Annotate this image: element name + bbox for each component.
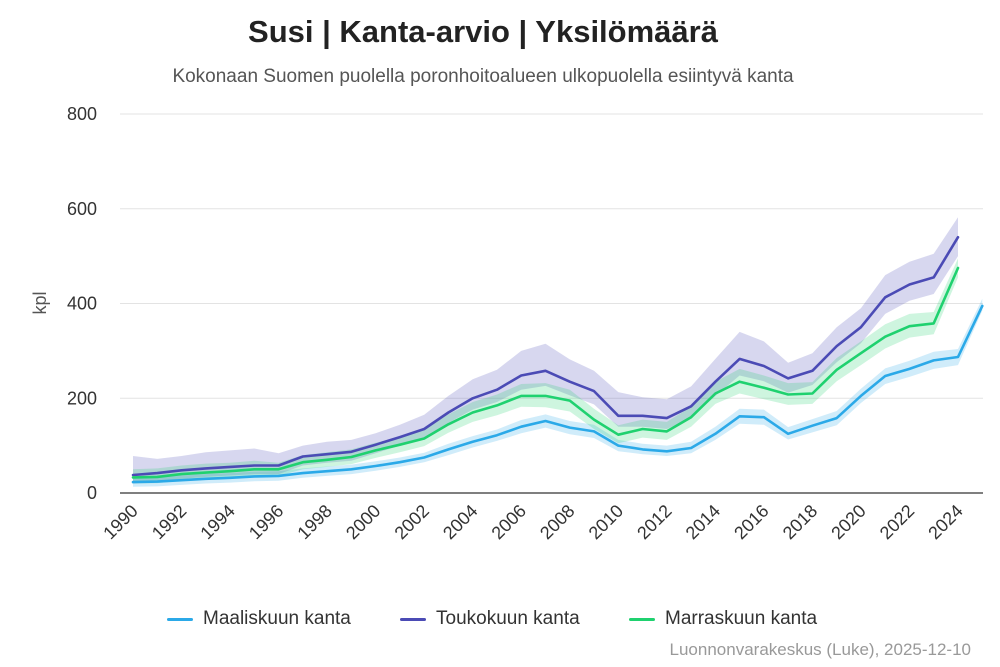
y-axis-label: kpl <box>30 291 50 314</box>
legend-swatch <box>400 617 426 621</box>
x-tick-label: 1994 <box>196 501 238 543</box>
y-tick-label: 400 <box>67 294 97 314</box>
series-line-2[interactable] <box>131 235 960 477</box>
legend-item-toukokuu[interactable]: Toukokuun kanta <box>400 608 580 630</box>
x-tick-label: 2016 <box>730 501 772 543</box>
y-tick-label: 800 <box>67 104 97 124</box>
chart-subtitle: Kokonaan Suomen puolella poronhoitoaluee… <box>172 66 794 87</box>
legend-item-marraskuu[interactable]: Marraskuun kanta <box>629 608 817 630</box>
x-tick-label: 2002 <box>391 501 433 543</box>
x-tick-label: 2014 <box>682 501 724 543</box>
x-tick-label: 2004 <box>439 501 481 543</box>
legend-label: Marraskuun kanta <box>665 608 818 629</box>
x-tick-label: 2008 <box>536 501 578 543</box>
chart-title: Susi | Kanta-arvio | Yksilömäärä <box>248 14 718 49</box>
legend: Maaliskuun kanta Toukokuun kanta Marrask… <box>0 608 1000 634</box>
x-tick-label: 2006 <box>488 501 530 543</box>
legend-item-maaliskuu[interactable]: Maaliskuun kanta <box>167 608 351 630</box>
x-tick-label: 2024 <box>924 501 966 543</box>
y-tick-label: 200 <box>67 388 97 408</box>
legend-label: Maaliskuun kanta <box>203 608 351 629</box>
y-tick-label: 0 <box>87 483 97 503</box>
legend-label: Toukokuun kanta <box>436 608 580 629</box>
x-tick-label: 2020 <box>827 501 869 543</box>
x-tick-label: 1990 <box>99 501 141 543</box>
x-tick-label: 2018 <box>779 501 821 543</box>
legend-swatch <box>167 617 193 621</box>
x-tick-label: 1996 <box>245 501 287 543</box>
x-tick-label: 1998 <box>293 501 335 543</box>
x-tick-label: 2010 <box>585 501 627 543</box>
confidence-band-2 <box>133 217 958 484</box>
source-credit: Luonnonvarakeskus (Luke), 2025-12-10 <box>669 640 971 659</box>
x-tick-label: 2022 <box>876 501 918 543</box>
y-tick-label: 600 <box>67 199 97 219</box>
series-line-3[interactable] <box>131 266 960 479</box>
legend-swatch <box>629 617 655 621</box>
series-line-1[interactable] <box>131 304 984 484</box>
x-tick-label: 1992 <box>148 501 190 543</box>
x-tick-label: 2012 <box>633 501 675 543</box>
x-tick-label: 2000 <box>342 501 384 543</box>
